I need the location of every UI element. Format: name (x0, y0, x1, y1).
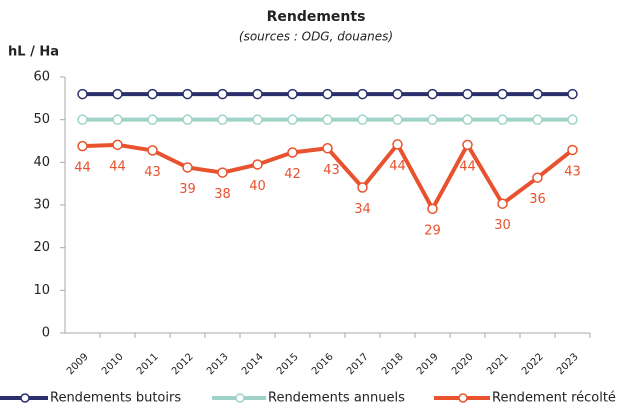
x-tick-label: 2019 (415, 351, 441, 377)
data-label: 29 (424, 223, 441, 238)
point (112, 88, 123, 100)
x-tick-label: 2021 (485, 351, 511, 377)
legend-label: Rendements butoirs (50, 391, 181, 406)
x-tick-label: 2014 (240, 351, 266, 377)
legend-label: Rendement récolté (492, 391, 616, 406)
point (497, 198, 508, 209)
data-label: 39 (179, 182, 196, 197)
point (497, 114, 508, 125)
x-tick-label: 2015 (275, 351, 301, 377)
data-label: 44 (74, 161, 91, 176)
data-label: 44 (109, 159, 126, 174)
y-tick-label: 60 (33, 70, 50, 85)
legend-marker (20, 393, 30, 403)
point (322, 143, 333, 154)
data-label: 36 (529, 192, 546, 207)
point (532, 114, 543, 125)
point (567, 144, 578, 156)
point (462, 114, 473, 125)
point (252, 114, 263, 125)
x-tick-label: 2020 (450, 351, 476, 377)
data-label: 34 (354, 202, 371, 217)
point (77, 114, 88, 125)
chart-title: Rendements (267, 9, 366, 25)
point (357, 88, 368, 100)
x-tick-label: 2011 (135, 351, 161, 377)
y-tick-label: 50 (33, 112, 50, 127)
x-tick-label: 2010 (100, 351, 126, 377)
point (287, 114, 298, 125)
point (532, 172, 543, 183)
x-tick-label: 2013 (205, 351, 231, 377)
point (357, 114, 368, 125)
y-tick-label: 20 (33, 240, 50, 255)
legend-label: Rendements annuels (268, 391, 405, 406)
point (182, 162, 193, 173)
y-tick-label: 10 (33, 283, 50, 298)
point (252, 159, 263, 170)
point (77, 88, 88, 100)
point (392, 139, 403, 150)
point (567, 114, 578, 125)
x-tick-label: 2022 (520, 351, 546, 377)
x-tick-label: 2023 (555, 351, 581, 377)
point (287, 147, 298, 158)
point (567, 88, 578, 100)
point (427, 114, 438, 125)
data-label: 30 (494, 218, 511, 233)
point (462, 88, 473, 100)
point (182, 114, 193, 125)
data-label: 42 (284, 167, 301, 182)
x-tick-label: 2017 (345, 351, 371, 377)
x-tick-label: 2018 (380, 351, 406, 377)
legend-marker (235, 393, 245, 403)
point (532, 88, 543, 100)
point (392, 114, 403, 125)
point (322, 88, 333, 100)
y-tick-label: 40 (33, 155, 50, 170)
data-label: 43 (323, 163, 340, 178)
chart-subtitle: (sources : ODG, douanes) (239, 30, 393, 44)
point (322, 114, 333, 125)
point (462, 139, 473, 151)
y-axis-label: hL / Ha (8, 45, 59, 60)
point (112, 139, 123, 151)
point (217, 114, 228, 125)
point (252, 88, 263, 100)
point (147, 145, 158, 156)
point (287, 88, 298, 100)
y-tick-label: 0 (42, 326, 50, 341)
point (77, 140, 88, 152)
point (112, 114, 123, 125)
x-tick-label: 2012 (170, 351, 196, 377)
point (392, 88, 403, 100)
data-label: 44 (459, 159, 476, 174)
point (182, 88, 193, 100)
y-tick-label: 30 (33, 198, 50, 213)
point (497, 88, 508, 100)
data-label: 40 (249, 179, 266, 194)
point (147, 114, 158, 125)
x-tick-label: 2016 (310, 351, 336, 377)
point (357, 182, 368, 193)
data-label: 44 (389, 159, 406, 174)
x-tick-label: 2009 (65, 351, 91, 377)
point (147, 88, 158, 100)
legend-marker (458, 393, 468, 403)
point (217, 88, 228, 100)
data-label: 38 (214, 187, 231, 202)
point (427, 203, 438, 215)
point (217, 167, 228, 178)
data-label: 43 (564, 164, 581, 179)
data-label: 43 (144, 165, 161, 180)
point (427, 88, 438, 100)
